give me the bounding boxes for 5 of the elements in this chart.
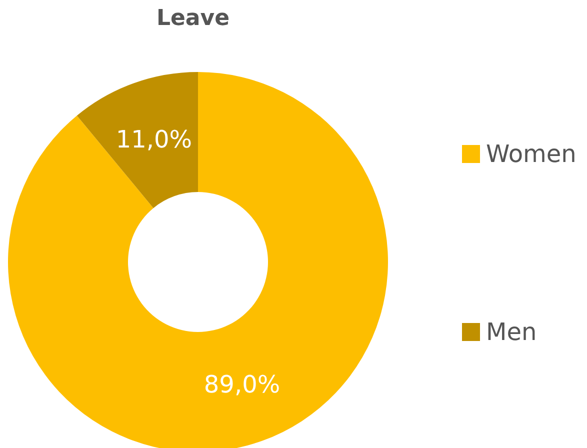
- chart-title: Leave: [155, 6, 231, 31]
- legend-label: Men: [486, 318, 537, 346]
- legend-label: Women: [486, 140, 576, 168]
- data-label: 89,0%: [204, 370, 280, 398]
- data-label: 11,0%: [116, 126, 192, 154]
